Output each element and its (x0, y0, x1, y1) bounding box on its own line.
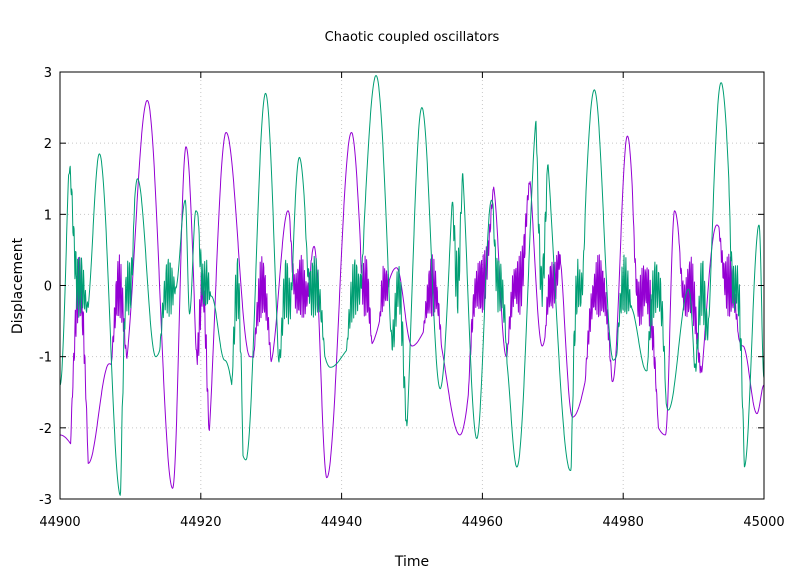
x-tick-label: 44980 (603, 515, 644, 530)
x-tick-label: 44960 (462, 515, 503, 530)
y-tick-label: -3 (39, 493, 52, 508)
series-line-1 (59, 100, 765, 489)
series-line-2 (59, 75, 765, 496)
y-tick-label: -2 (39, 422, 52, 437)
chart-title: Chaotic coupled oscillators (325, 30, 500, 45)
x-tick-label: 44920 (180, 515, 221, 530)
y-axis-title: Displacement (10, 237, 26, 334)
x-tick-label: 44900 (39, 515, 80, 530)
axis-ticks: 44900 44920 44940 44960 44980 45000 -3 -2 -1 0 1 2 3 (39, 66, 785, 530)
x-tick-label: 45000 (743, 515, 784, 530)
series-layer (59, 75, 765, 496)
y-tick-label: 2 (44, 137, 52, 152)
y-tick-label: 3 (44, 66, 52, 81)
y-tick-label: 1 (44, 208, 52, 223)
y-tick-label: -1 (39, 351, 52, 366)
x-axis-title: Time (394, 554, 429, 570)
y-tick-label: 0 (44, 280, 52, 295)
x-tick-label: 44940 (321, 515, 362, 530)
